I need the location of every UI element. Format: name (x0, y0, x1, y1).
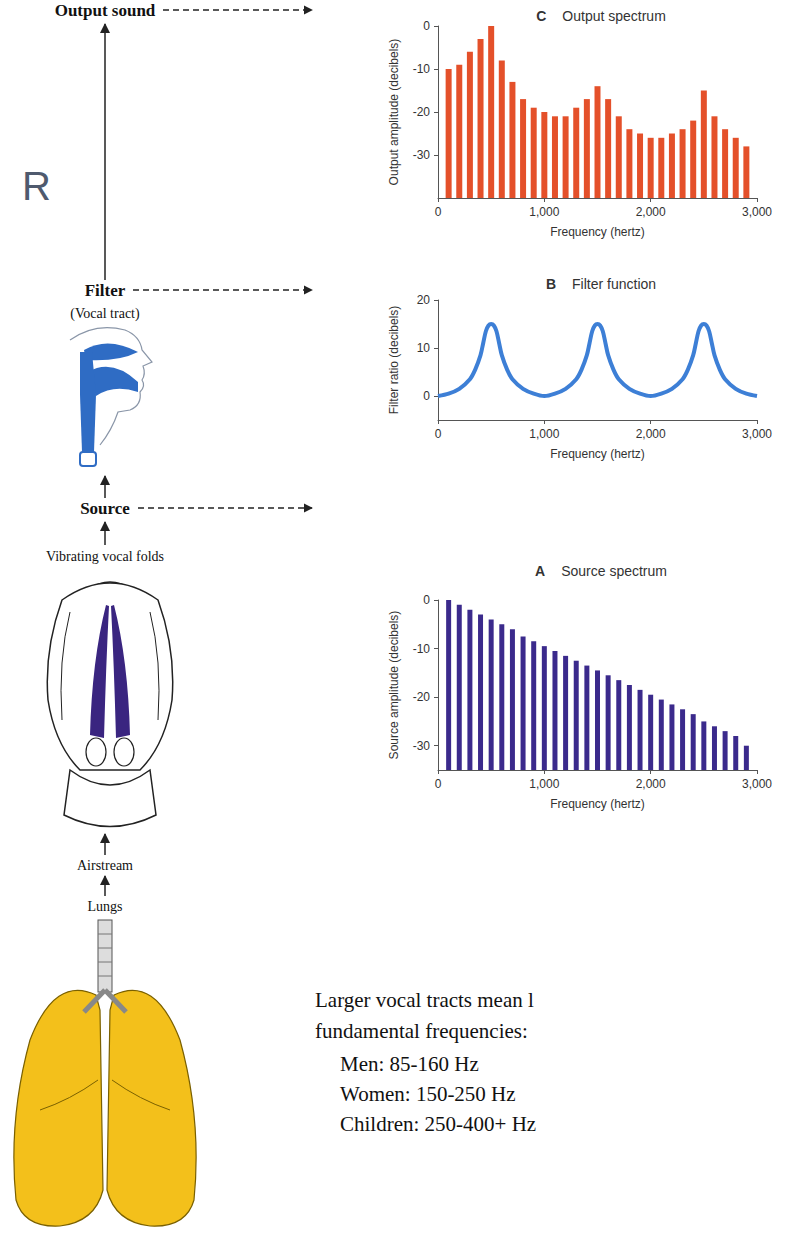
svg-text:0: 0 (423, 389, 430, 403)
svg-text:Output spectrum: Output spectrum (562, 8, 666, 24)
svg-text:Filter function: Filter function (572, 276, 656, 292)
svg-text:0: 0 (435, 205, 442, 219)
svg-text:Frequency (hertz): Frequency (hertz) (550, 447, 645, 461)
svg-text:-10: -10 (413, 642, 431, 656)
svg-text:Output amplitude (decibels): Output amplitude (decibels) (387, 39, 401, 186)
svg-text:10: 10 (417, 341, 431, 355)
svg-text:Filter: Filter (85, 281, 126, 300)
svg-text:Women: 150-250 Hz: Women: 150-250 Hz (340, 1082, 516, 1106)
svg-text:Frequency (hertz): Frequency (hertz) (550, 797, 645, 811)
svg-text:0: 0 (423, 593, 430, 607)
svg-text:-30: -30 (413, 739, 431, 753)
svg-text:1,000: 1,000 (529, 205, 559, 219)
svg-text:Larger vocal tracts mean l: Larger vocal tracts mean l (315, 988, 534, 1012)
svg-text:1,000: 1,000 (529, 427, 559, 441)
svg-text:Men: 85-160 Hz: Men: 85-160 Hz (340, 1052, 479, 1076)
svg-text:(Vocal tract): (Vocal tract) (70, 306, 140, 322)
svg-text:B: B (546, 276, 556, 292)
svg-text:3,000: 3,000 (742, 427, 772, 441)
svg-text:R: R (22, 164, 51, 208)
svg-text:1,000: 1,000 (529, 777, 559, 791)
svg-text:3,000: 3,000 (742, 777, 772, 791)
svg-text:C: C (536, 8, 546, 24)
svg-text:0: 0 (435, 777, 442, 791)
svg-text:Vibrating vocal folds: Vibrating vocal folds (46, 549, 164, 564)
svg-text:Airstream: Airstream (77, 858, 133, 873)
svg-text:Frequency (hertz): Frequency (hertz) (550, 225, 645, 239)
svg-text:-20: -20 (413, 690, 431, 704)
svg-text:Source amplitude (decibels): Source amplitude (decibels) (387, 611, 401, 760)
svg-text:3,000: 3,000 (742, 205, 772, 219)
svg-text:Filter ratio (decibels): Filter ratio (decibels) (387, 306, 401, 415)
svg-text:Source: Source (80, 499, 130, 518)
svg-text:0: 0 (423, 19, 430, 33)
svg-text:2,000: 2,000 (636, 777, 666, 791)
svg-text:A: A (535, 563, 545, 579)
svg-text:Children: 250-400+ Hz: Children: 250-400+ Hz (340, 1112, 536, 1136)
svg-text:-30: -30 (413, 148, 431, 162)
svg-text:Source spectrum: Source spectrum (561, 563, 667, 579)
svg-text:20: 20 (417, 293, 431, 307)
svg-text:0: 0 (435, 427, 442, 441)
svg-text:Output sound: Output sound (55, 1, 156, 20)
svg-text:2,000: 2,000 (636, 427, 666, 441)
svg-text:-20: -20 (413, 105, 431, 119)
svg-text:Lungs: Lungs (88, 899, 123, 914)
svg-text:2,000: 2,000 (636, 205, 666, 219)
svg-text:-10: -10 (413, 62, 431, 76)
svg-text:fundamental frequencies:: fundamental frequencies: (315, 1019, 528, 1043)
